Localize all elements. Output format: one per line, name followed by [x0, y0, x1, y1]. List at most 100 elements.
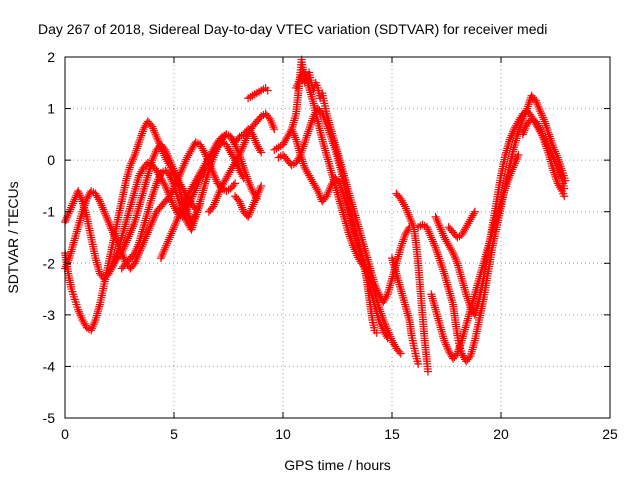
- data-point: [245, 180, 254, 189]
- data-point: [323, 190, 332, 199]
- data-point: [242, 134, 251, 143]
- data-point: [537, 109, 546, 118]
- data-point: [557, 172, 566, 181]
- data-point: [449, 248, 458, 257]
- data-point: [352, 249, 361, 258]
- data-point: [246, 206, 255, 215]
- data-point: [511, 157, 520, 166]
- data-point: [506, 133, 515, 142]
- data-point: [150, 149, 159, 158]
- data-point: [449, 251, 458, 260]
- data-point: [535, 105, 544, 114]
- data-point: [535, 123, 544, 132]
- data-point: [162, 183, 171, 192]
- data-point: [199, 146, 208, 155]
- data-point: [290, 131, 299, 140]
- data-point: [69, 197, 78, 206]
- data-point: [441, 338, 450, 347]
- data-point: [129, 220, 138, 229]
- data-point: [210, 200, 219, 209]
- data-point: [537, 111, 546, 120]
- data-point: [178, 202, 187, 211]
- plot-area-frame: [64, 56, 611, 419]
- data-point: [129, 222, 138, 231]
- data-point: [76, 311, 85, 320]
- data-point: [179, 200, 188, 209]
- data-point: [98, 203, 107, 212]
- y-axis-label: SDTVAR / TECUs: [5, 181, 21, 293]
- data-point: [430, 241, 439, 250]
- data-point: [250, 134, 259, 143]
- data-point: [439, 231, 448, 240]
- data-point: [94, 195, 103, 204]
- data-point: [250, 198, 259, 207]
- x-tick-label: 5: [170, 426, 178, 442]
- data-point: [103, 215, 112, 224]
- data-point: [165, 192, 174, 201]
- data-point: [171, 219, 180, 228]
- data-point: [251, 136, 260, 145]
- data-point: [149, 124, 158, 133]
- data-point: [404, 210, 413, 219]
- data-point: [435, 221, 444, 230]
- data-point: [215, 188, 224, 197]
- data-point: [313, 187, 322, 196]
- series-14: [361, 269, 381, 337]
- data-point: [161, 243, 170, 252]
- data-point: [107, 263, 116, 272]
- data-point: [169, 179, 178, 188]
- data-point: [442, 340, 451, 349]
- data-point: [156, 254, 165, 263]
- data-point: [210, 198, 219, 207]
- data-point: [175, 210, 184, 219]
- data-point: [408, 221, 417, 230]
- data-point: [251, 196, 260, 205]
- data-point: [90, 318, 99, 327]
- data-point: [164, 235, 173, 244]
- data-point: [238, 142, 247, 151]
- data-point: [442, 342, 451, 351]
- data-point: [128, 157, 137, 166]
- data-point: [105, 267, 114, 276]
- data-point: [122, 238, 131, 247]
- data-point: [519, 128, 528, 137]
- y-tick-label: -1: [43, 204, 56, 220]
- series-7: [204, 109, 279, 216]
- data-point: [251, 194, 260, 203]
- y-tick-label: 0: [47, 152, 55, 168]
- data-point: [505, 135, 514, 144]
- data-point: [176, 168, 185, 177]
- data-point: [312, 185, 321, 194]
- data-point: [422, 223, 431, 232]
- data-point: [447, 247, 456, 256]
- data-point: [434, 219, 443, 228]
- data-point: [66, 205, 75, 214]
- y-tick-label: -2: [43, 255, 56, 271]
- data-point: [101, 211, 110, 220]
- data-point: [376, 320, 385, 329]
- data-point: [129, 155, 138, 164]
- data-point: [521, 124, 530, 133]
- data-point: [395, 347, 404, 356]
- data-point: [509, 163, 518, 172]
- data-point: [414, 359, 423, 368]
- x-tick-label: 20: [493, 426, 509, 442]
- data-point: [170, 223, 178, 232]
- y-tick-label: 1: [47, 101, 55, 117]
- data-point: [366, 267, 375, 276]
- data-point: [151, 130, 160, 139]
- data-point: [165, 156, 174, 165]
- data-point: [253, 190, 262, 199]
- data-point: [148, 218, 157, 227]
- data-point: [100, 207, 109, 216]
- data-point: [106, 265, 115, 274]
- data-point: [169, 200, 178, 209]
- data-point: [350, 245, 359, 254]
- y-tick-label: -3: [43, 307, 56, 323]
- data-point: [244, 176, 253, 185]
- data-point: [433, 216, 442, 225]
- data-point: [532, 98, 541, 107]
- data-point: [508, 165, 517, 174]
- data-point: [154, 175, 163, 184]
- data-point: [315, 191, 324, 200]
